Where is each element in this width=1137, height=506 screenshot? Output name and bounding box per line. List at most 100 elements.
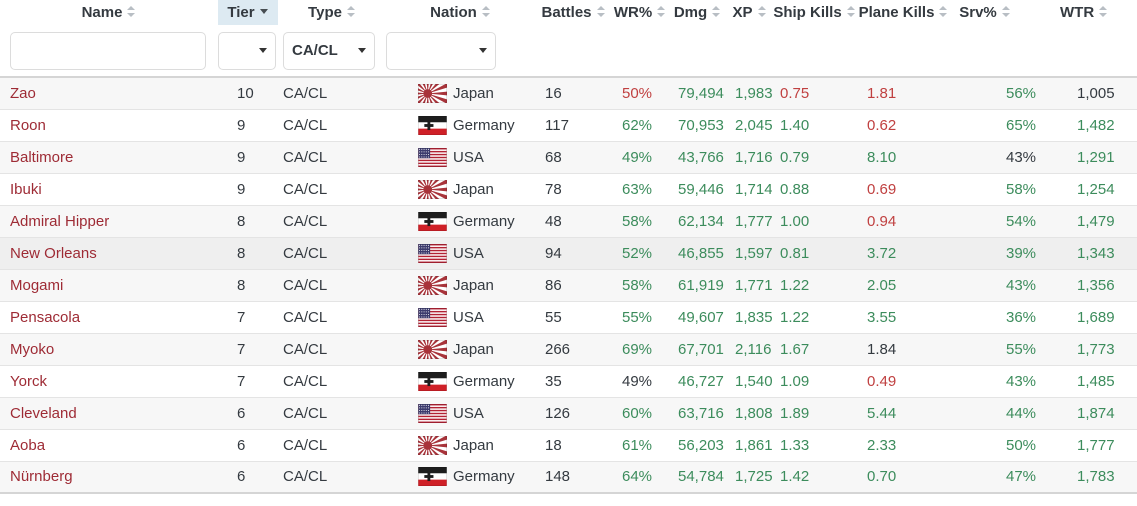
sort-both-icon xyxy=(481,6,491,17)
ship-name-link[interactable]: Myoko xyxy=(10,340,55,358)
plane-kills-cell: 0.62 xyxy=(857,109,950,142)
wtr-cell: 1,482 xyxy=(1060,109,1137,142)
sort-both-icon xyxy=(346,6,356,17)
plane-kills-cell: 8.10 xyxy=(857,141,950,174)
srv-cell: 39% xyxy=(950,237,1060,270)
col-header-tier[interactable]: Tier xyxy=(218,0,278,25)
ship-kills-cell: 0.81 xyxy=(772,237,857,270)
table-row[interactable]: Myoko 7 CA/CL Japan 266 69% 67,701 2,116 1.67 1.8… xyxy=(0,333,1137,366)
dmg-cell: 61,919 xyxy=(668,269,727,302)
col-header-xp[interactable]: XP xyxy=(727,0,772,25)
col-header-plane-kills[interactable]: Plane Kills xyxy=(857,0,950,25)
type-cell: CA/CL xyxy=(278,173,386,206)
ship-kills-cell: 0.79 xyxy=(772,141,857,174)
name-filter-input[interactable] xyxy=(10,31,206,70)
ship-name-link[interactable]: Baltimore xyxy=(10,148,74,166)
col-header-wtr[interactable]: WTR xyxy=(1060,0,1137,25)
ship-name-link[interactable]: Zao xyxy=(10,84,36,102)
col-header-ship-kills[interactable]: Ship Kills xyxy=(772,0,857,25)
ship-name-link[interactable]: Mogami xyxy=(10,276,64,294)
nation-cell: USA xyxy=(386,397,535,430)
col-header-label: Dmg xyxy=(673,4,708,21)
type-cell: CA/CL xyxy=(278,365,386,398)
plane-kills-cell: 1.84 xyxy=(857,333,950,366)
battles-cell: 48 xyxy=(535,205,612,238)
dmg-cell: 70,953 xyxy=(668,109,727,142)
table-row[interactable]: Nürnberg 6 CA/CL Germany 148 64% 54,784 1,725 1.… xyxy=(0,461,1137,494)
table-row[interactable]: Ibuki 9 CA/CL Japan 78 63% 59,446 1,714 0.88 0.69… xyxy=(0,173,1137,206)
ship-name-link[interactable]: Nürnberg xyxy=(10,468,73,486)
dmg-cell: 62,134 xyxy=(668,205,727,238)
col-header-name[interactable]: Name xyxy=(0,0,218,25)
col-header-wr[interactable]: WR% xyxy=(612,0,668,25)
col-header-dmg[interactable]: Dmg xyxy=(668,0,727,25)
nation-label: Japan xyxy=(453,180,494,198)
table-row[interactable]: Admiral Hipper 8 CA/CL Germany 48 58% 62,134 1,… xyxy=(0,205,1137,238)
nation-filter-select[interactable] xyxy=(386,31,496,70)
ship-name-link[interactable]: New Orleans xyxy=(10,244,97,262)
table-row[interactable]: Cleveland 6 CA/CL USA 126 60% 63,716 1,808 1.89 5… xyxy=(0,397,1137,430)
ship-name-cell: Aoba xyxy=(0,429,218,462)
ship-name-link[interactable]: Ibuki xyxy=(10,180,42,198)
col-header-battles[interactable]: Battles xyxy=(535,0,612,25)
table-row[interactable]: Yorck 7 CA/CL Germany 35 49% 46,727 1,540 1.09 0.… xyxy=(0,365,1137,398)
table-row[interactable]: Baltimore 9 CA/CL USA 68 49% 43,766 1,716 0.79 8.… xyxy=(0,141,1137,174)
tier-cell: 8 xyxy=(218,205,278,238)
table-row[interactable]: Mogami 8 CA/CL Japan 86 58% 61,919 1,771 1.22 2.0… xyxy=(0,269,1137,302)
dmg-cell: 54,784 xyxy=(668,461,727,494)
tier-cell: 9 xyxy=(218,141,278,174)
srv-cell: 50% xyxy=(950,429,1060,462)
type-cell: CA/CL xyxy=(278,237,386,270)
usa-flag-icon xyxy=(418,243,447,263)
table-row[interactable]: Aoba 6 CA/CL Japan 18 61% 56,203 1,861 1.33 2.33 5… xyxy=(0,429,1137,462)
col-header-srv[interactable]: Srv% xyxy=(950,0,1060,25)
type-cell: CA/CL xyxy=(278,269,386,302)
wtr-cell: 1,783 xyxy=(1060,461,1137,494)
ship-name-link[interactable]: Yorck xyxy=(10,372,47,390)
table-row[interactable]: Zao 10 CA/CL Japan 16 50% 79,494 1,983 0.75 1.81 5… xyxy=(0,77,1137,110)
type-cell: CA/CL xyxy=(278,429,386,462)
nation-label: Japan xyxy=(453,436,494,454)
table-row[interactable]: Roon 9 CA/CL Germany 117 62% 70,953 2,045 1.40 0.… xyxy=(0,109,1137,142)
xp-cell: 1,861 xyxy=(727,429,772,462)
nation-cell: Germany xyxy=(386,365,535,398)
wtr-cell: 1,356 xyxy=(1060,269,1137,302)
ship-name-link[interactable]: Cleveland xyxy=(10,404,77,422)
japan-flag-icon xyxy=(389,333,466,364)
ship-kills-cell: 1.22 xyxy=(772,301,857,334)
wr-cell: 49% xyxy=(612,365,668,398)
dmg-cell: 56,203 xyxy=(668,429,727,462)
type-cell: CA/CL xyxy=(278,461,386,494)
battles-cell: 94 xyxy=(535,237,612,270)
wtr-cell: 1,689 xyxy=(1060,301,1137,334)
col-header-nation[interactable]: Nation xyxy=(386,0,535,25)
dmg-cell: 63,716 xyxy=(668,397,727,430)
ship-name-link[interactable]: Admiral Hipper xyxy=(10,212,110,230)
sort-both-icon xyxy=(712,6,721,17)
table-row[interactable]: Pensacola 7 CA/CL USA 55 55% 49,607 1,835 1.22 3.… xyxy=(0,301,1137,334)
dmg-cell: 43,766 xyxy=(668,141,727,174)
wr-cell: 49% xyxy=(612,141,668,174)
ship-name-link[interactable]: Roon xyxy=(10,116,46,134)
dmg-cell: 59,446 xyxy=(668,173,727,206)
nation-label: USA xyxy=(453,404,484,422)
nation-label: Germany xyxy=(453,116,515,134)
tier-cell: 9 xyxy=(218,173,278,206)
sort-both-icon xyxy=(939,6,948,17)
tier-cell: 6 xyxy=(218,397,278,430)
col-header-type[interactable]: Type xyxy=(278,0,386,25)
type-cell: CA/CL xyxy=(278,397,386,430)
table-row[interactable]: New Orleans 8 CA/CL USA 94 52% 46,855 1,597 0.81… xyxy=(0,237,1137,270)
dropdown-arrow-icon xyxy=(479,48,487,53)
ship-kills-cell: 0.88 xyxy=(772,173,857,206)
ship-name-link[interactable]: Pensacola xyxy=(10,308,81,326)
col-header-label: Nation xyxy=(430,4,477,21)
ship-name-link[interactable]: Aoba xyxy=(10,436,46,454)
srv-cell: 43% xyxy=(950,269,1060,302)
type-filter-select[interactable]: CA/CL xyxy=(283,31,375,70)
plane-kills-cell: 0.70 xyxy=(857,461,950,494)
type-cell: CA/CL xyxy=(278,77,386,110)
dropdown-arrow-icon xyxy=(259,48,267,53)
tier-filter-select[interactable] xyxy=(218,31,276,70)
wr-cell: 69% xyxy=(612,333,668,366)
